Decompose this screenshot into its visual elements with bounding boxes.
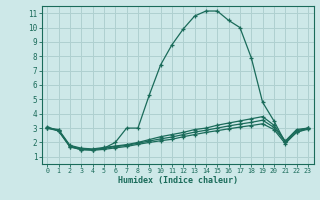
- X-axis label: Humidex (Indice chaleur): Humidex (Indice chaleur): [118, 176, 237, 185]
